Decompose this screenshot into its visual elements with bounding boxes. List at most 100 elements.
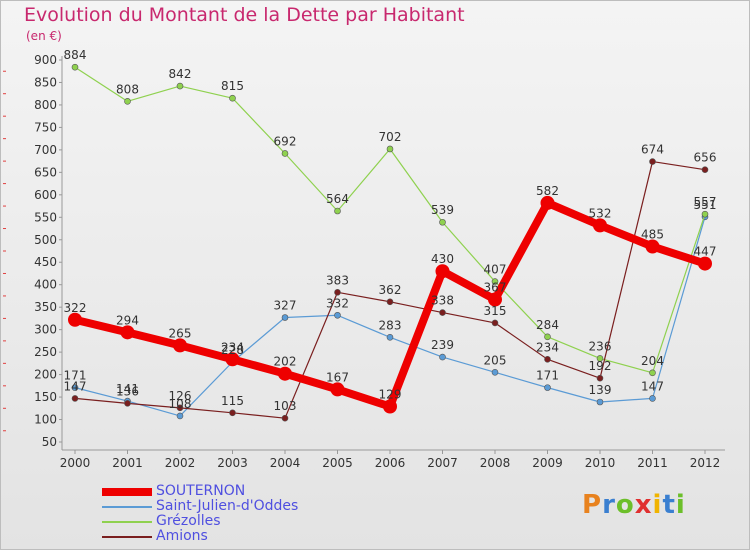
y-tick-label: 200: [34, 368, 57, 382]
y-tick-label: 150: [34, 390, 57, 404]
x-tick-label: 2010: [585, 456, 616, 470]
data-point: [544, 333, 551, 341]
data-point: [544, 356, 551, 363]
data-point: [649, 395, 656, 402]
y-tick-label: 800: [34, 98, 57, 112]
data-label: 126: [169, 389, 192, 403]
data-label: 367: [484, 281, 507, 295]
proxiti-logo: Proxiti: [582, 490, 686, 520]
data-point: [124, 98, 131, 105]
data-point: [593, 218, 607, 233]
data-label: 103: [274, 399, 297, 413]
y-tick-label: 500: [34, 233, 57, 247]
data-label: 192: [589, 359, 612, 373]
data-label: 430: [431, 252, 454, 266]
data-label: 202: [274, 355, 297, 369]
data-label: 239: [431, 338, 454, 352]
data-point: [334, 207, 341, 215]
logo-letter: i: [675, 490, 686, 520]
data-label: 332: [326, 296, 349, 310]
data-point: [645, 239, 660, 254]
legend-swatch: [102, 488, 152, 496]
data-point: [649, 158, 656, 165]
data-label: 139: [589, 383, 612, 397]
logo-letter: o: [615, 490, 635, 520]
data-point: [491, 278, 499, 285]
data-label: 557: [694, 195, 717, 209]
data-label: 147: [64, 379, 87, 393]
y-tick-label: 300: [34, 323, 57, 337]
data-point: [176, 412, 184, 420]
logo-letter: r: [602, 490, 616, 520]
data-point: [176, 404, 184, 412]
data-label: 447: [694, 245, 717, 259]
data-label: 205: [484, 353, 507, 367]
x-tick-label: 2001: [112, 456, 143, 470]
data-label: 115: [221, 394, 244, 408]
data-label: 808: [116, 82, 139, 96]
data-label: 362: [379, 283, 402, 297]
chart-title: Evolution du Montant de la Dette par Hab…: [24, 4, 465, 26]
data-point: [225, 352, 240, 367]
data-label: 228: [221, 343, 244, 357]
data-label: 171: [64, 369, 87, 383]
data-point: [120, 325, 135, 340]
data-point: [330, 382, 345, 397]
y-tick-label: 100: [34, 413, 57, 427]
data-label: 204: [641, 354, 664, 368]
data-label: 129: [379, 387, 402, 401]
x-tick-label: 2009: [532, 456, 563, 470]
data-label: 532: [589, 206, 612, 220]
legend-label: Grézolles: [156, 513, 221, 529]
data-point: [596, 355, 604, 362]
data-point: [71, 384, 79, 391]
y-tick-label: 850: [34, 75, 57, 89]
data-point: [386, 333, 394, 341]
y-tick-label: 650: [34, 165, 57, 179]
y-tick-label: 600: [34, 188, 57, 202]
data-label: 236: [589, 339, 612, 353]
data-label: 702: [379, 130, 402, 144]
x-tick-label: 2006: [375, 456, 406, 470]
data-point: [71, 395, 79, 402]
data-label: 234: [221, 340, 244, 354]
data-label: 234: [536, 340, 559, 354]
x-tick-label: 2011: [637, 456, 668, 470]
data-point: [491, 369, 499, 376]
data-label: 485: [641, 228, 664, 242]
data-label: 108: [169, 397, 192, 411]
y-tick-label: 750: [34, 120, 57, 134]
legend-label: Amions: [156, 528, 208, 544]
data-point: [281, 414, 289, 422]
data-label: 539: [431, 203, 454, 217]
data-point: [488, 292, 502, 307]
data-label: 167: [326, 370, 349, 384]
x-tick-label: 2000: [60, 456, 91, 470]
x-tick-label: 2007: [427, 456, 458, 470]
data-label: 294: [116, 313, 139, 327]
x-tick-label: 2008: [480, 456, 511, 470]
data-point: [71, 63, 79, 71]
data-point: [386, 298, 394, 306]
y-tick-label: 550: [34, 210, 57, 224]
data-point: [540, 195, 555, 210]
x-tick-label: 2003: [217, 456, 248, 470]
data-point: [229, 94, 236, 102]
data-label: 656: [694, 151, 717, 165]
data-point: [334, 311, 341, 319]
y-tick-label: 900: [34, 53, 57, 67]
data-label: 383: [326, 273, 349, 287]
legend-swatch: [102, 536, 152, 538]
data-point: [439, 218, 446, 226]
data-point: [439, 309, 446, 316]
data-point: [383, 399, 397, 414]
y-tick-label: 350: [34, 300, 57, 314]
data-point: [544, 384, 551, 391]
x-tick-label: 2005: [322, 456, 353, 470]
data-point: [701, 166, 709, 173]
legend-swatch: [102, 521, 152, 523]
data-point: [386, 145, 394, 153]
data-point: [334, 289, 341, 296]
data-label: 171: [536, 369, 559, 383]
x-tick-label: 2012: [690, 456, 721, 470]
